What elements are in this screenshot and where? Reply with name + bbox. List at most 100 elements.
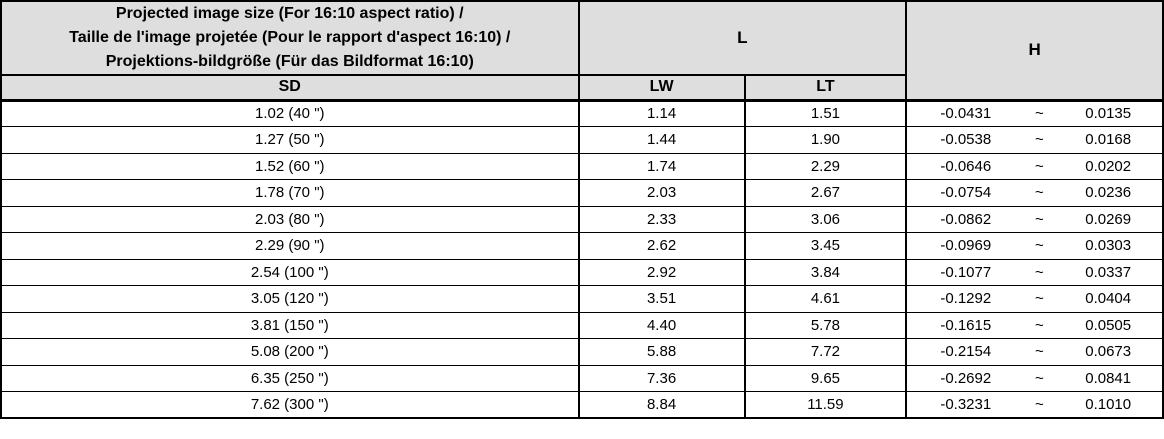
h-cell: -0.0754 ~ 0.0236 xyxy=(905,179,1164,207)
h-min-value: -0.0431 xyxy=(940,105,992,123)
h-range: -0.2154 ~ 0.0673 xyxy=(907,343,1162,360)
h-max-value: 0.1010 xyxy=(1085,396,1132,413)
lw-cell: 5.88 xyxy=(577,338,746,366)
sd-cell: 2.29 (90 ") xyxy=(0,232,580,260)
h-min-value: -0.0862 xyxy=(940,210,992,228)
projection-distance-table: Projected image size (For 16:10 aspect r… xyxy=(0,0,1164,419)
table-row: 2.29 (90 ") 2.62 3.45 -0.0969 ~ 0.0303 xyxy=(0,232,1164,260)
h-cell: -0.3231 ~ 0.1010 xyxy=(905,391,1164,419)
h-min-value: -0.0969 xyxy=(940,237,992,255)
h-tilde-separator: ~ xyxy=(1034,131,1044,149)
lw-cell: 8.84 xyxy=(577,391,746,419)
lt-cell: 3.84 xyxy=(743,258,908,286)
lt-cell: 1.90 xyxy=(743,126,908,154)
h-min-value: -0.0538 xyxy=(940,131,992,149)
h-tilde-separator: ~ xyxy=(1034,263,1044,281)
h-tilde-separator: ~ xyxy=(1034,157,1044,175)
h-column-header: H xyxy=(905,0,1164,102)
h-cell: -0.2154 ~ 0.0673 xyxy=(905,338,1164,366)
h-min-value: -0.2154 xyxy=(940,343,992,361)
table-header: Projected image size (For 16:10 aspect r… xyxy=(0,0,1164,102)
h-cell: -0.2692 ~ 0.0841 xyxy=(905,364,1164,392)
h-max-value: 0.0135 xyxy=(1085,105,1132,123)
h-max-value: 0.0505 xyxy=(1085,316,1132,334)
h-range: -0.0754 ~ 0.0236 xyxy=(907,184,1162,201)
lw-cell: 3.51 xyxy=(577,285,746,313)
table-row: 3.05 (120 ") 3.51 4.61 -0.1292 ~ 0.0404 xyxy=(0,285,1164,313)
table-row: 1.78 (70 ") 2.03 2.67 -0.0754 ~ 0.0236 xyxy=(0,179,1164,207)
lt-cell: 3.06 xyxy=(743,205,908,233)
table-row: 2.03 (80 ") 2.33 3.06 -0.0862 ~ 0.0269 xyxy=(0,205,1164,233)
lt-cell: 11.59 xyxy=(743,391,908,419)
h-range: -0.0646 ~ 0.0202 xyxy=(907,158,1162,175)
lt-column-header: LT xyxy=(743,74,908,102)
h-max-value: 0.0168 xyxy=(1085,131,1132,149)
lw-cell: 4.40 xyxy=(577,311,746,339)
h-min-value: -0.3231 xyxy=(940,396,992,413)
sd-cell: 7.62 (300 ") xyxy=(0,391,580,419)
lt-cell: 9.65 xyxy=(743,364,908,392)
sd-column-header: SD xyxy=(0,74,580,102)
h-cell: -0.0969 ~ 0.0303 xyxy=(905,232,1164,260)
h-min-value: -0.1292 xyxy=(940,290,992,308)
h-range: -0.0969 ~ 0.0303 xyxy=(907,237,1162,254)
h-min-value: -0.1077 xyxy=(940,263,992,281)
h-max-value: 0.0404 xyxy=(1085,290,1132,308)
h-tilde-separator: ~ xyxy=(1034,369,1044,387)
h-cell: -0.1615 ~ 0.0505 xyxy=(905,311,1164,339)
lt-cell: 2.29 xyxy=(743,152,908,180)
h-max-value: 0.0673 xyxy=(1085,343,1132,361)
sd-cell: 3.05 (120 ") xyxy=(0,285,580,313)
sd-cell: 5.08 (200 ") xyxy=(0,338,580,366)
table-row: 5.08 (200 ") 5.88 7.72 -0.2154 ~ 0.0673 xyxy=(0,338,1164,366)
h-tilde-separator: ~ xyxy=(1034,343,1044,361)
lw-cell: 1.14 xyxy=(577,99,746,127)
h-cell: -0.0862 ~ 0.0269 xyxy=(905,205,1164,233)
header-row-sub: SD LW LT xyxy=(0,74,1163,102)
sd-cell: 6.35 (250 ") xyxy=(0,364,580,392)
h-cell: -0.1077 ~ 0.0337 xyxy=(905,258,1164,286)
lw-column-header: LW xyxy=(577,74,746,102)
projected-image-size-header: Projected image size (For 16:10 aspect r… xyxy=(0,0,580,76)
lw-cell: 2.03 xyxy=(577,179,746,207)
h-range: -0.3231 ~ 0.1010 xyxy=(907,396,1162,413)
table-row: 7.62 (300 ") 8.84 11.59 -0.3231 ~ 0.1010 xyxy=(0,391,1164,419)
h-max-value: 0.0303 xyxy=(1085,237,1132,255)
lw-cell: 7.36 xyxy=(577,364,746,392)
h-range: -0.0431 ~ 0.0135 xyxy=(907,105,1162,122)
lw-cell: 2.92 xyxy=(577,258,746,286)
table-row: 1.52 (60 ") 1.74 2.29 -0.0646 ~ 0.0202 xyxy=(0,152,1164,180)
h-max-value: 0.0202 xyxy=(1085,157,1132,175)
h-tilde-separator: ~ xyxy=(1034,237,1044,255)
l-column-group-header: L xyxy=(577,0,908,76)
h-max-value: 0.0236 xyxy=(1085,184,1132,202)
h-max-value: 0.0337 xyxy=(1085,263,1132,281)
h-min-value: -0.2692 xyxy=(940,369,992,387)
h-cell: -0.0538 ~ 0.0168 xyxy=(905,126,1164,154)
lt-cell: 2.67 xyxy=(743,179,908,207)
h-tilde-separator: ~ xyxy=(1034,184,1044,202)
sd-cell: 3.81 (150 ") xyxy=(0,311,580,339)
h-range: -0.2692 ~ 0.0841 xyxy=(907,370,1162,387)
header-row-main: Projected image size (For 16:10 aspect r… xyxy=(0,0,1164,102)
sd-cell: 1.52 (60 ") xyxy=(0,152,580,180)
h-range: -0.1292 ~ 0.0404 xyxy=(907,290,1162,307)
sd-cell: 2.54 (100 ") xyxy=(0,258,580,286)
lw-cell: 1.44 xyxy=(577,126,746,154)
h-cell: -0.0646 ~ 0.0202 xyxy=(905,152,1164,180)
table-row: 6.35 (250 ") 7.36 9.65 -0.2692 ~ 0.0841 xyxy=(0,364,1164,392)
h-range: -0.1077 ~ 0.0337 xyxy=(907,264,1162,281)
table-body: 1.02 (40 ") 1.14 1.51 -0.0431 ~ 0.0135 1… xyxy=(0,99,1164,419)
h-min-value: -0.1615 xyxy=(940,316,992,334)
lt-cell: 3.45 xyxy=(743,232,908,260)
sd-cell: 1.02 (40 ") xyxy=(0,99,580,127)
lw-cell: 1.74 xyxy=(577,152,746,180)
h-tilde-separator: ~ xyxy=(1034,290,1044,308)
h-max-value: 0.0841 xyxy=(1085,369,1132,387)
h-cell: -0.1292 ~ 0.0404 xyxy=(905,285,1164,313)
h-tilde-separator: ~ xyxy=(1034,316,1044,334)
h-cell: -0.0431 ~ 0.0135 xyxy=(905,99,1164,127)
lt-cell: 7.72 xyxy=(743,338,908,366)
table-row: 1.02 (40 ") 1.14 1.51 -0.0431 ~ 0.0135 xyxy=(0,99,1164,127)
